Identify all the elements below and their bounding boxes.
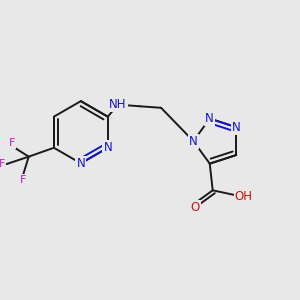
- Text: O: O: [190, 201, 200, 214]
- Text: NH: NH: [110, 98, 127, 111]
- Text: N: N: [103, 141, 112, 154]
- Text: N: N: [232, 121, 241, 134]
- Text: F: F: [0, 159, 5, 169]
- Text: N: N: [76, 157, 85, 170]
- Text: N: N: [206, 112, 214, 125]
- Text: F: F: [9, 138, 15, 148]
- Text: OH: OH: [235, 190, 253, 203]
- Text: F: F: [20, 176, 26, 185]
- Text: N: N: [189, 135, 198, 148]
